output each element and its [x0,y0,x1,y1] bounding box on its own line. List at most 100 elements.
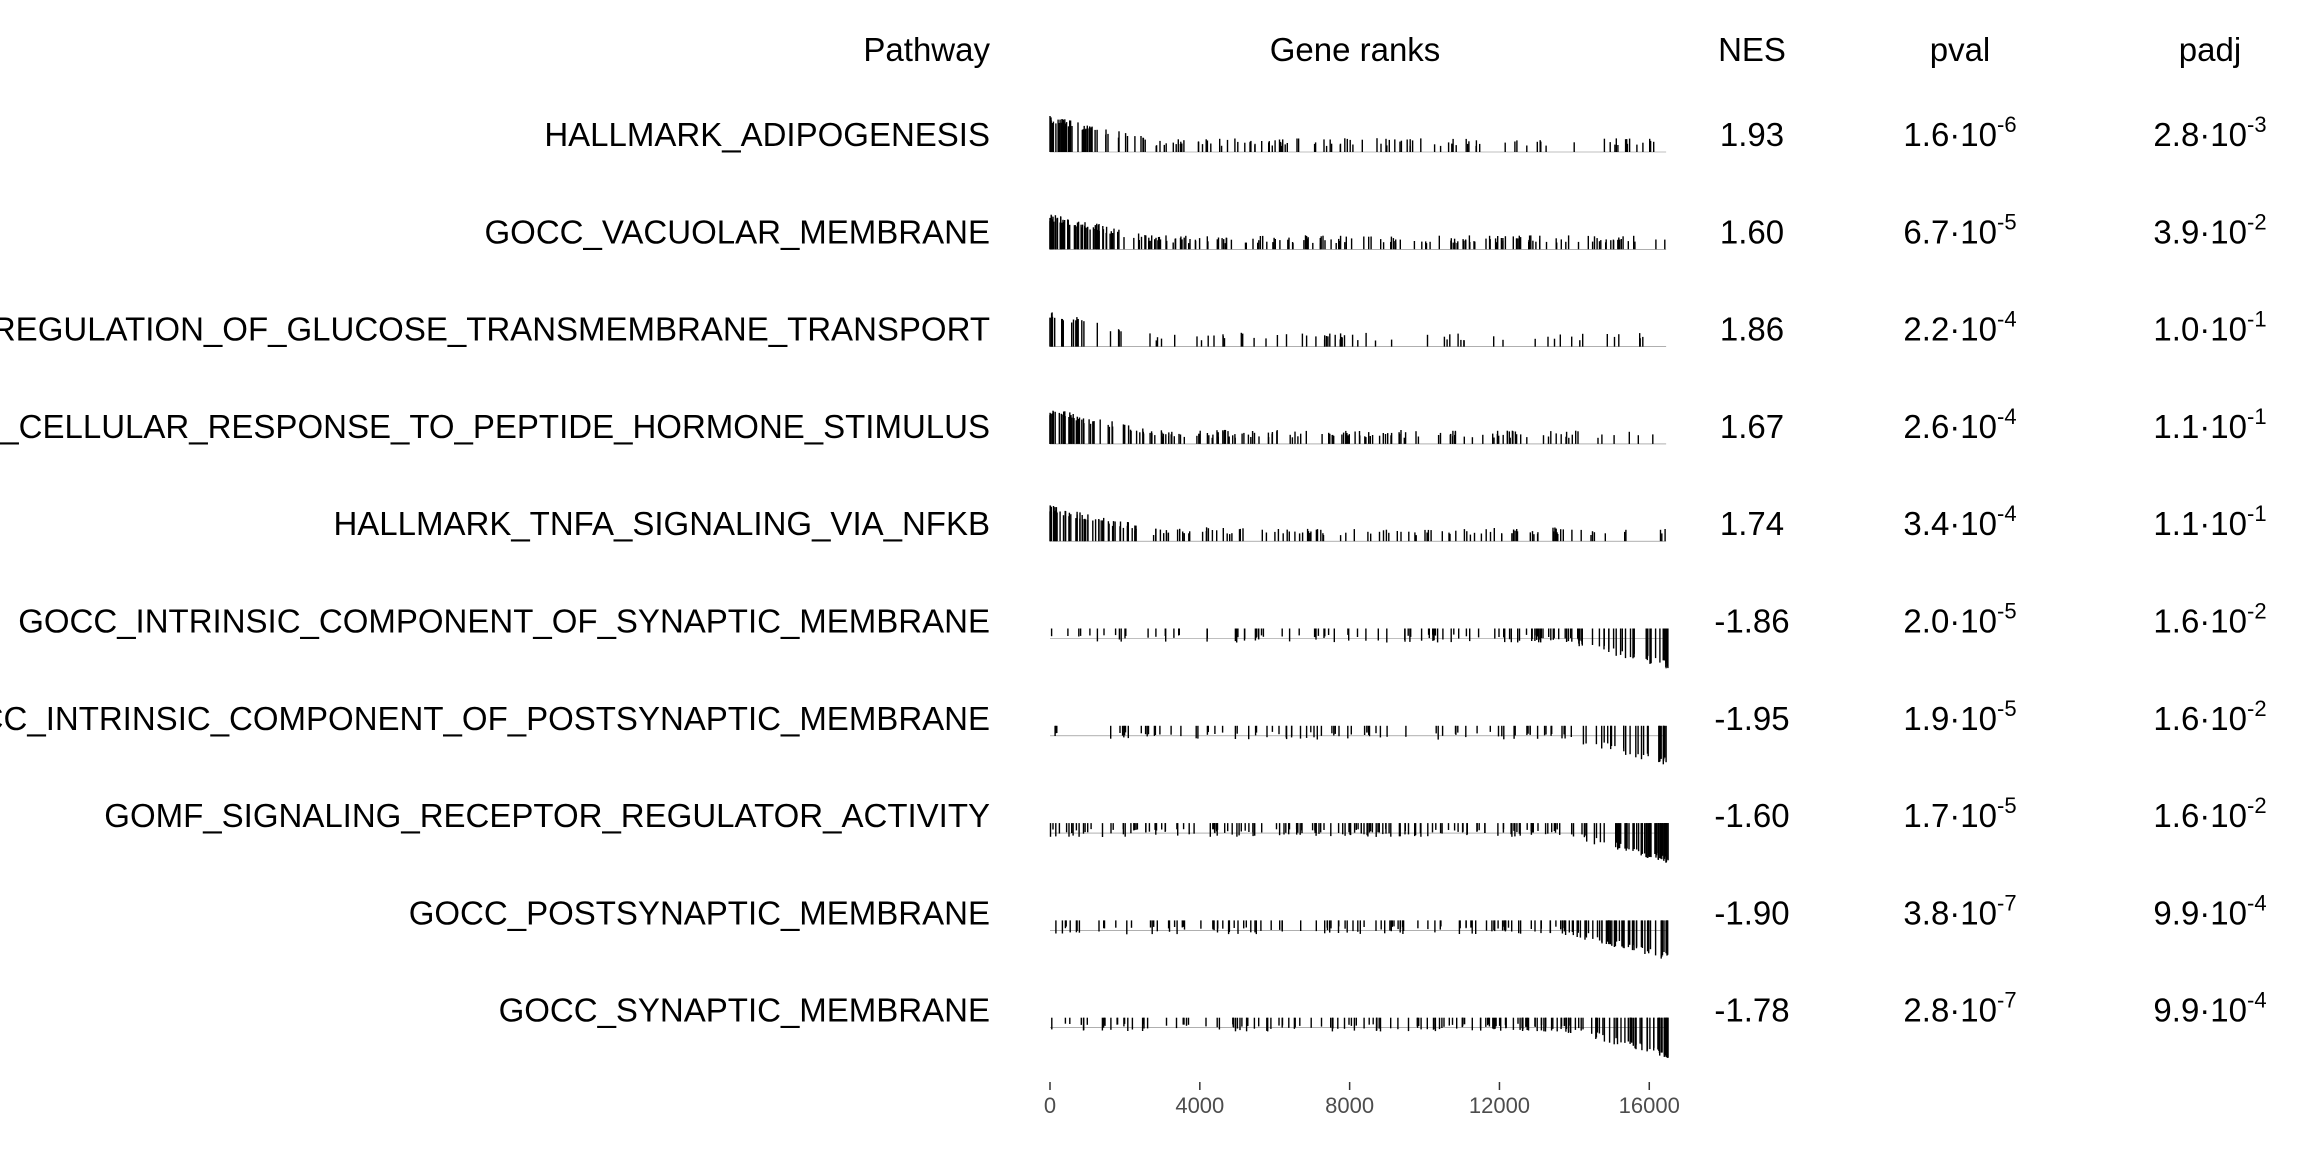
pathway-row: GOCC_SYNAPTIC_MEMBRANE -1.78 2.8 ·10 -7 9.9·1… [499,988,2267,1058]
pathway-label: HALLMARK_TNFA_SIGNALING_VIA_NFKB [333,505,990,542]
nes-value: -1.90 [1714,894,1789,931]
padj-value: 1.6·10-2 [2153,599,2266,640]
padj-value-base: 10 [2210,797,2247,834]
pval-value-base: 10 [1960,700,1997,737]
pathway-row: GOMF_SIGNALING_RECEPTOR_REGULATOR_ACTIVI… [104,793,2267,863]
pval-value-mantissa: 3.4 [1903,505,1949,542]
gene-rank-barcode [1049,410,1667,445]
pathway-row: GOBP_POSITIVE_REGULATION_OF_GLUCOSE_TRAN… [0,307,2267,348]
pval-value-exponent: -4 [1997,307,2017,332]
x-axis-tick-label: 0 [1044,1093,1056,1118]
pval-value-exponent: -5 [1997,793,2017,818]
padj-value-mantissa: 1.1 [2153,408,2199,445]
nes-value: 1.74 [1720,505,1784,542]
pval-value-dot: · [1949,797,1960,834]
header-nes: NES [1718,31,1786,68]
nes-value: -1.86 [1714,603,1789,640]
pval-value-exponent: -5 [1997,599,2017,624]
pathway-row: GOCC_VACUOLAR_MEMBRANE 1.60 6.7·10-5 3.9·10… [485,209,2267,250]
pval-value-mantissa: 2.6 [1903,408,1949,445]
x-axis-tick-label: 12000 [1469,1093,1530,1118]
padj-value: 1.6·10-2 [2153,696,2266,737]
gene-rank-barcode [1049,116,1667,153]
gene-rank-barcode [1050,1017,1669,1058]
gene-rank-barcode [1049,823,1669,863]
padj-value-exponent: -4 [2247,988,2267,1013]
gene-rank-barcode [1049,214,1667,250]
pval-value-exponent: -4 [1997,404,2017,429]
pathway-label: GOCC_SYNAPTIC_MEMBRANE [499,992,990,1029]
pval-value-dot: · [1949,603,1960,640]
pval-value-exponent: -7 [1997,988,2017,1013]
pval-value-dot: · [1949,408,1960,445]
padj-value-base: 10 [2210,213,2247,250]
pval-value: 1.6·10-6 [1903,112,2016,153]
padj-value-mantissa: 1.0 [2153,311,2199,348]
padj-value-mantissa: 1.6 [2153,603,2199,640]
padj-value-mantissa: 2.8 [2153,116,2199,153]
pathway-row: GOCC_INTRINSIC_COMPONENT_OF_SYNAPTIC_MEM… [18,599,2267,669]
padj-value-dot: · [2199,894,2210,931]
padj-value-dot: · [2199,505,2210,542]
padj-value-dot: · [2199,213,2210,250]
padj-value-mantissa: 9.9 [2153,992,2199,1029]
x-axis-tick-label: 16000 [1619,1093,1680,1118]
pval-value: 2.2·10-4 [1903,307,2016,348]
pval-value-exponent: -5 [1997,696,2017,721]
gene-rank-barcode [1049,505,1667,542]
pval-value-mantissa: 1.9 [1903,700,1949,737]
padj-value-dot: · [2199,700,2210,737]
padj-value-mantissa: 9.9 [2153,894,2199,931]
pval-value-exponent: -6 [1997,112,2017,137]
pathway-label: GOMF_SIGNALING_RECEPTOR_REGULATOR_ACTIVI… [104,797,990,834]
header-pval: pval [1930,31,1991,68]
padj-value-base: 10 [2210,894,2247,931]
padj-value: 1.1·10-1 [2153,404,2266,445]
padj-value-mantissa: 3.9 [2153,213,2199,250]
pval-value-base: 10 [1960,603,1997,640]
padj-value-base: 10 [2210,992,2247,1029]
pathway-label: GOCC_INTRINSIC_COMPONENT_OF_SYNAPTIC_MEM… [18,603,990,640]
padj-value-exponent: -1 [2247,501,2267,526]
pval-value: 3.8·10-7 [1903,890,2016,931]
pval-value-mantissa: 1.7 [1903,797,1949,834]
header-pathway: Pathway [863,31,990,68]
pval-value: 2.0·10-5 [1903,599,2016,640]
pval-value: 3.4·10-4 [1903,501,2016,542]
pathway-row: GOBP_CELLULAR_RESPONSE_TO_PEPTIDE_HORMON… [0,404,2267,445]
pval-value-mantissa: 2.8 [1903,992,1949,1029]
padj-value-base: 10 [2210,603,2247,640]
padj-value-exponent: -3 [2247,112,2267,137]
pathway-row: GOCC_INTRINSIC_COMPONENT_OF_POSTSYNAPTIC… [0,696,2267,765]
x-axis-tick-label: 4000 [1175,1093,1224,1118]
pval-value-base: 10 [1960,505,1997,542]
padj-value: 9.9·10-4 [2153,988,2266,1029]
padj-value-dot: · [2199,992,2210,1029]
pval-value-base: 10 [1960,311,1997,348]
nes-value: 1.60 [1720,213,1784,250]
x-axis-tick-label: 8000 [1325,1093,1374,1118]
padj-value-dot: · [2199,311,2210,348]
pathway-row: GOCC_POSTSYNAPTIC_MEMBRANE -1.90 3.8·10-7 9… [409,890,2267,959]
nes-value: -1.78 [1714,992,1789,1029]
pathway-label: GOCC_VACUOLAR_MEMBRANE [485,213,991,250]
pval-value-dot: · [1949,894,1960,931]
pval-value-dot: · [1949,505,1960,542]
padj-value-exponent: -2 [2247,209,2267,234]
pathway-row: HALLMARK_ADIPOGENESIS 1.93 1.6·10-6 2.8·10-… [544,112,2266,153]
x-axis: 0 4000 8000 12000 16000 [1044,1082,1680,1118]
nes-value: 1.67 [1720,408,1784,445]
pval-value-base: 10 [1960,408,1997,445]
padj-value-mantissa: 1.6 [2153,700,2199,737]
pathway-rows: HALLMARK_ADIPOGENESIS 1.93 1.6·10-6 2.8·10-… [0,112,2267,1058]
padj-value-dot: · [2199,116,2210,153]
pval-value-dot: · [1949,213,1960,250]
gene-rank-barcode [1049,312,1667,347]
padj-value: 9.9·10-4 [2153,890,2266,931]
nes-value: -1.95 [1714,700,1789,737]
pval-value-mantissa: 3.8 [1903,894,1949,931]
padj-value-base: 10 [2210,505,2247,542]
pval-value-exponent: -7 [1997,890,2017,915]
pathway-row: HALLMARK_TNFA_SIGNALING_VIA_NFKB 1.74 3.4·… [333,501,2266,542]
